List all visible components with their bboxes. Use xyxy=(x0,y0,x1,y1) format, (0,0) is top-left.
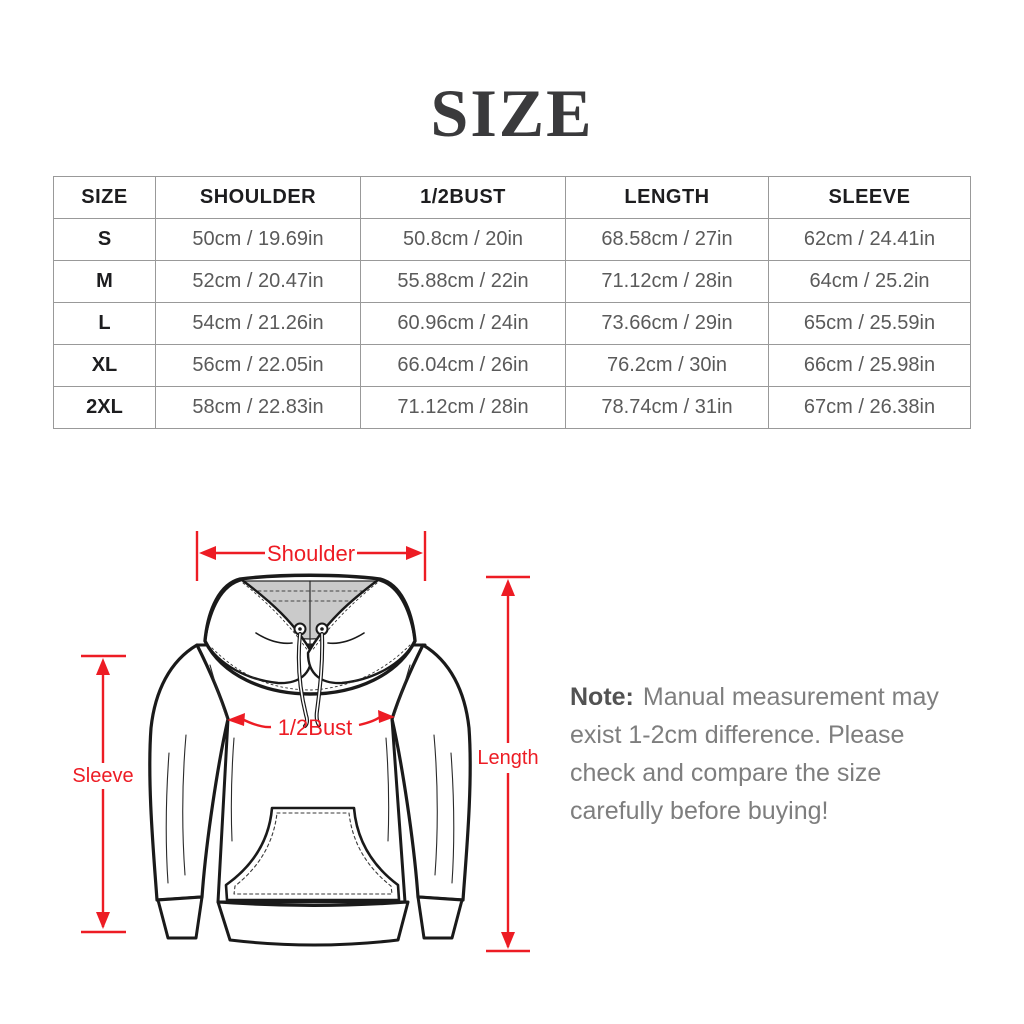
column-header-length: LENGTH xyxy=(565,176,769,219)
note-text: Note: Manual measurement may exist 1-2cm … xyxy=(570,678,960,830)
cell-sleeve: 62cm / 24.41in xyxy=(768,218,971,261)
cell-sleeve: 66cm / 25.98in xyxy=(768,344,971,387)
cell-length: 73.66cm / 29in xyxy=(565,302,769,345)
size-table: SIZE SHOULDER 1/2BUST LENGTH SLEEVE S 50… xyxy=(53,176,971,429)
cell-size: XL xyxy=(53,344,156,387)
cell-shoulder: 50cm / 19.69in xyxy=(155,218,361,261)
table-row: 2XL 58cm / 22.83in 71.12cm / 28in 78.74c… xyxy=(53,386,971,429)
cell-length: 68.58cm / 27in xyxy=(565,218,769,261)
cell-bust: 55.88cm / 22in xyxy=(360,260,566,303)
cell-length: 71.12cm / 28in xyxy=(565,260,769,303)
cell-sleeve: 64cm / 25.2in xyxy=(768,260,971,303)
cell-length: 78.74cm / 31in xyxy=(565,386,769,429)
cell-bust: 71.12cm / 28in xyxy=(360,386,566,429)
cell-sleeve: 65cm / 25.59in xyxy=(768,302,971,345)
cell-size: 2XL xyxy=(53,386,156,429)
hoodie-sketch xyxy=(148,573,472,947)
column-header-bust: 1/2BUST xyxy=(360,176,566,219)
table-header-row: SIZE SHOULDER 1/2BUST LENGTH SLEEVE xyxy=(53,176,971,219)
bust-measure-arrow: 1/2Bust xyxy=(227,710,395,740)
measurement-annotations: Shoulder 1/2Bust Length S xyxy=(72,531,539,953)
cell-size: M xyxy=(53,260,156,303)
sleeve-label: Sleeve xyxy=(72,765,133,787)
cell-shoulder: 56cm / 22.05in xyxy=(155,344,361,387)
table-row: S 50cm / 19.69in 50.8cm / 20in 68.58cm /… xyxy=(53,218,971,261)
shoulder-label: Shoulder xyxy=(267,541,355,566)
hoodie-measurement-diagram: Shoulder 1/2Bust Length S xyxy=(72,531,539,953)
page-title: SIZE xyxy=(430,75,594,151)
cell-size: S xyxy=(53,218,156,261)
cell-shoulder: 58cm / 22.83in xyxy=(155,386,361,429)
column-header-size: SIZE xyxy=(53,176,156,219)
table-row: XL 56cm / 22.05in 66.04cm / 26in 76.2cm … xyxy=(53,344,971,387)
table-row: L 54cm / 21.26in 60.96cm / 24in 73.66cm … xyxy=(53,302,971,345)
table-row: M 52cm / 20.47in 55.88cm / 22in 71.12cm … xyxy=(53,260,971,303)
cell-length: 76.2cm / 30in xyxy=(565,344,769,387)
length-measure-arrow: Length xyxy=(477,575,539,953)
bust-label: 1/2Bust xyxy=(278,715,353,740)
cell-bust: 66.04cm / 26in xyxy=(360,344,566,387)
note-body: Manual measurement may exist 1-2cm diffe… xyxy=(570,683,939,825)
note-label: Note: xyxy=(570,683,634,711)
cell-shoulder: 52cm / 20.47in xyxy=(155,260,361,303)
cell-bust: 50.8cm / 20in xyxy=(360,218,566,261)
sleeve-measure-arrow: Sleeve xyxy=(72,654,134,934)
shoulder-measure-arrow: Shoulder xyxy=(195,531,427,581)
column-header-shoulder: SHOULDER xyxy=(155,176,361,219)
cell-sleeve: 67cm / 26.38in xyxy=(768,386,971,429)
cell-bust: 60.96cm / 24in xyxy=(360,302,566,345)
cell-shoulder: 54cm / 21.26in xyxy=(155,302,361,345)
column-header-sleeve: SLEEVE xyxy=(768,176,971,219)
length-label: Length xyxy=(477,747,538,769)
cell-size: L xyxy=(53,302,156,345)
